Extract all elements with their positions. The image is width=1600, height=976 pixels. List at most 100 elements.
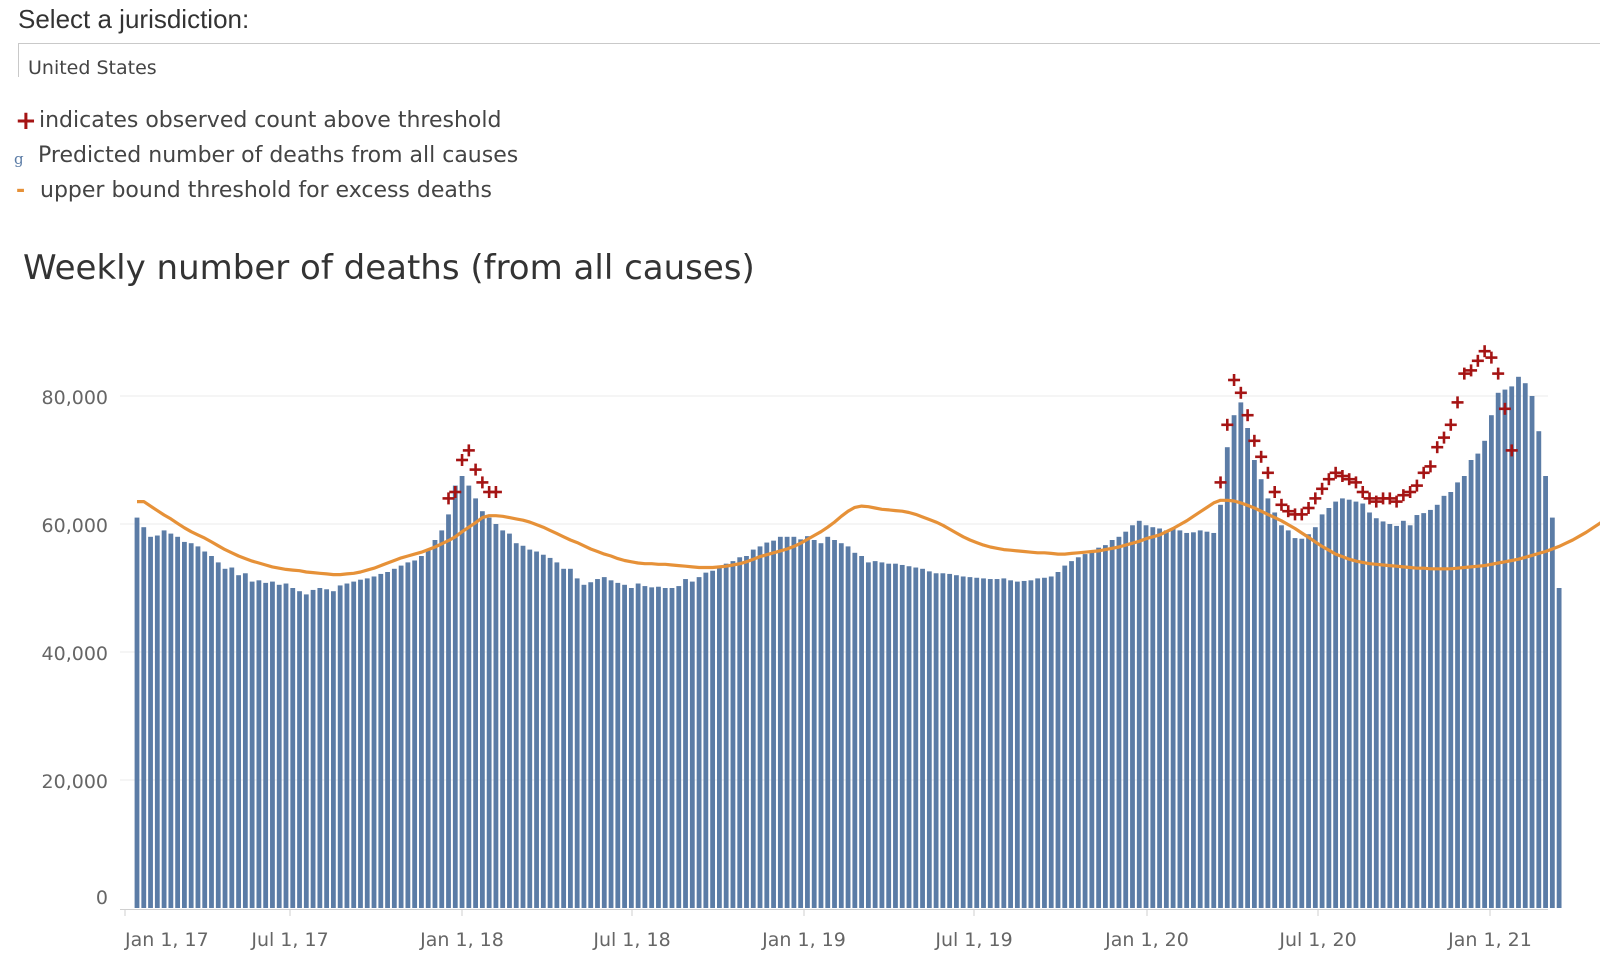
bar [1130, 525, 1135, 908]
plus-marker [1492, 367, 1505, 380]
bar [222, 568, 228, 908]
bar [290, 588, 296, 908]
bar [899, 564, 905, 908]
bar [561, 568, 567, 908]
bar [256, 580, 262, 908]
plus-marker [1302, 502, 1315, 514]
bar [1543, 476, 1548, 908]
bar [1285, 530, 1291, 908]
bar [1231, 415, 1237, 908]
y-tick-label: 40,000 [42, 643, 108, 665]
bar [1529, 396, 1535, 908]
bar [1495, 392, 1501, 908]
plus-marker [1451, 396, 1464, 409]
bar [1360, 503, 1366, 908]
bar [148, 536, 153, 908]
bar [182, 541, 187, 908]
bar [595, 579, 600, 908]
bar [1245, 428, 1251, 908]
bar [656, 586, 661, 908]
bar [818, 543, 824, 908]
threshold-line-layer [137, 498, 1600, 577]
bar [534, 551, 539, 908]
bar [1482, 440, 1488, 908]
bar [439, 530, 445, 908]
plus-marker [469, 463, 482, 476]
legend-label-exceedance: indicates observed count above threshold [39, 108, 502, 133]
bar [987, 579, 993, 908]
plus-marker [1431, 441, 1444, 454]
bar [1414, 515, 1420, 908]
bar [933, 573, 939, 908]
plus-marker [1478, 345, 1491, 358]
bar [635, 583, 641, 908]
bar [574, 578, 580, 908]
plus-marker [1221, 418, 1234, 431]
bar [1367, 512, 1372, 908]
bar [405, 562, 411, 908]
plus-marker [1322, 473, 1335, 486]
plus-marker [476, 476, 489, 489]
bar [764, 542, 770, 908]
bar [649, 587, 655, 908]
bar [554, 562, 560, 908]
bar [1251, 460, 1257, 908]
bar [710, 570, 716, 908]
bar [412, 560, 418, 908]
bar [344, 583, 350, 908]
g-glyph-icon: g [14, 149, 24, 168]
legend-item-threshold: - upper bound threshold for excess death… [14, 173, 518, 208]
bar [1062, 565, 1068, 908]
plus-marker [1471, 354, 1484, 367]
legend-item-predicted: g Predicted number of deaths from all ca… [14, 138, 518, 173]
x-tick-label: Jul 1, 17 [250, 929, 328, 951]
bar [1055, 572, 1061, 908]
bar [486, 517, 492, 908]
plus-marker [1437, 431, 1450, 444]
bar [1075, 557, 1081, 908]
bar [1516, 376, 1521, 908]
plus-marker [1390, 495, 1403, 508]
x-tick-label: Jul 1, 20 [1278, 929, 1356, 951]
bar [154, 535, 160, 908]
bar [1394, 525, 1399, 908]
bar [1346, 499, 1352, 908]
bar [1502, 389, 1508, 909]
plus-marker [1498, 402, 1511, 415]
bar [906, 566, 912, 908]
x-tick-label: Jan 1, 20 [1104, 929, 1189, 951]
chart-title: Weekly number of deaths (from all causes… [23, 248, 755, 288]
bar [378, 573, 384, 908]
x-tick-label: Jan 1, 19 [761, 929, 846, 951]
bar [1204, 531, 1210, 908]
bar [1556, 588, 1562, 908]
bar [540, 554, 546, 908]
bar [391, 568, 397, 908]
plus-icon: + [15, 105, 37, 136]
bar [283, 583, 289, 908]
bar [716, 565, 722, 908]
bar [1042, 577, 1047, 908]
bar [168, 533, 174, 908]
bar [1400, 520, 1406, 908]
plus-marker [1485, 351, 1498, 364]
bar [615, 582, 621, 908]
bar [1509, 386, 1515, 908]
plus-marker [1255, 450, 1268, 463]
jurisdiction-select[interactable]: United States [18, 43, 1600, 79]
bar [134, 517, 140, 908]
bar [351, 581, 357, 908]
bar [547, 557, 553, 908]
bar [432, 540, 438, 908]
plus-marker [1234, 386, 1247, 399]
bar [1326, 508, 1332, 908]
bar [1143, 525, 1149, 908]
bar [920, 568, 925, 908]
bar [994, 579, 1000, 908]
plus-marker [1397, 489, 1410, 502]
bar [1468, 460, 1474, 908]
plus-marker [1248, 434, 1261, 447]
dash-icon: - [16, 178, 26, 203]
bar [859, 556, 865, 908]
